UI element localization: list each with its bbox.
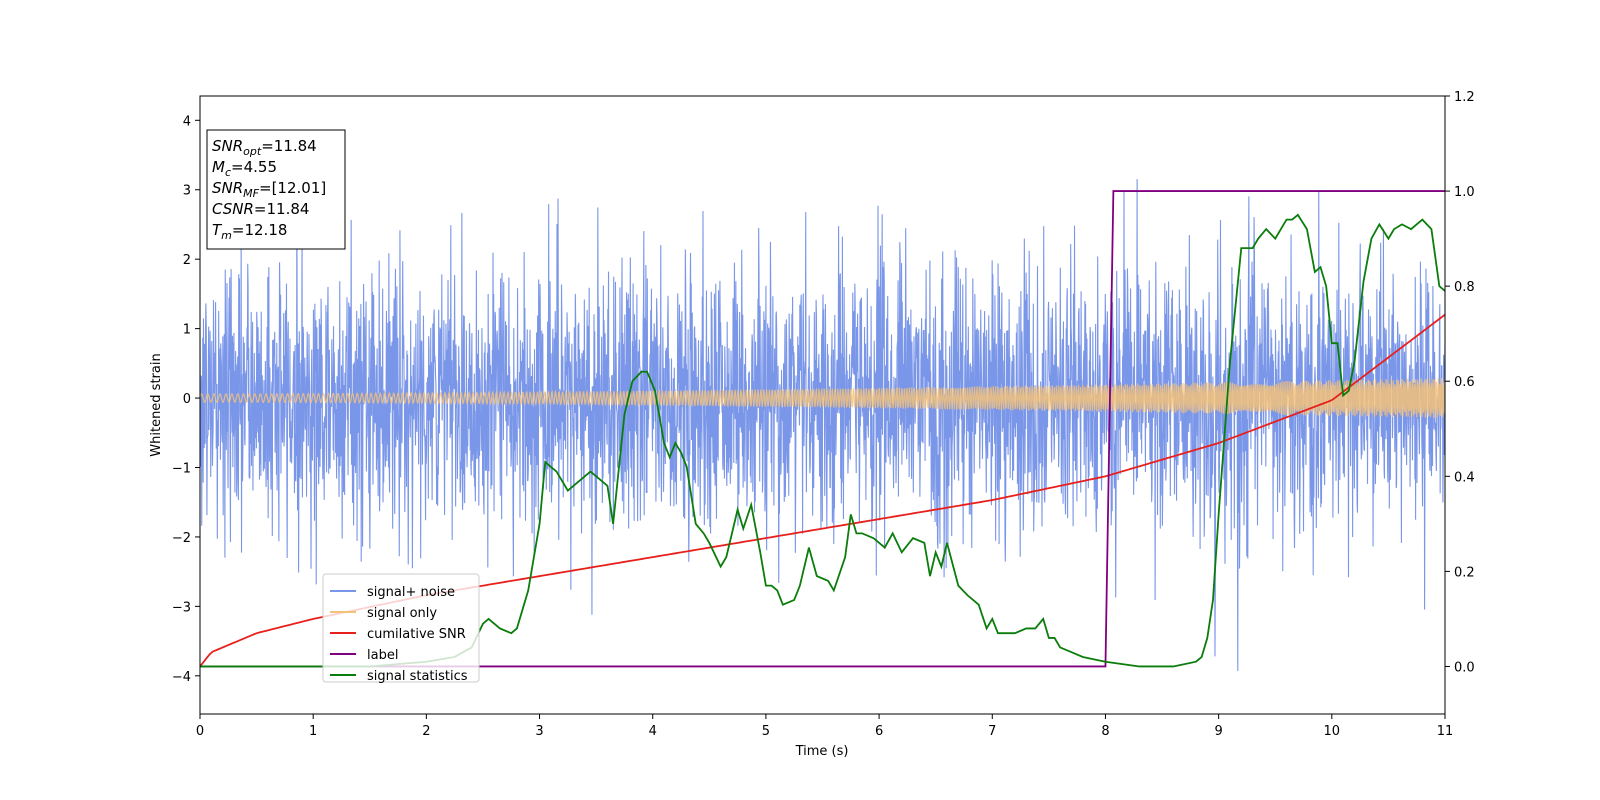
metric-line: SNRMF=[12.01] [212, 179, 326, 200]
metric-name: SNR [212, 137, 243, 155]
y-tick-label: 1 [183, 323, 191, 338]
label-line [200, 190, 1445, 668]
metric-name: T [212, 221, 223, 239]
signal-noise-layer [200, 179, 1445, 672]
x-tick-label: 0 [196, 724, 204, 739]
y2-tick-label: 0.4 [1454, 470, 1475, 485]
legend-label: signal statistics [367, 669, 468, 684]
metric-subscript: opt [243, 145, 262, 158]
legend-label: signal only [367, 606, 437, 621]
metric-value: =[12.01] [259, 179, 326, 197]
x-tick-label: 3 [535, 724, 543, 739]
x-tick-label: 1 [309, 724, 317, 739]
metric-value: =4.55 [231, 158, 277, 176]
metric-line: Mc=4.55 [212, 158, 277, 179]
signal-noise-line [200, 179, 1445, 672]
metric-name: SNR [212, 179, 243, 197]
y2-tick-label: 1.2 [1454, 90, 1475, 105]
y2-tick-label: 0.8 [1454, 280, 1475, 295]
y2-tick-label: 0.0 [1454, 660, 1475, 675]
y-tick-label: 4 [183, 114, 191, 129]
x-tick-label: 9 [1214, 724, 1222, 739]
metric-name: CSNR [212, 200, 254, 218]
y2-tick-label: 1.0 [1454, 185, 1475, 200]
signal-statistics-line [200, 213, 1445, 668]
x-tick-label: 6 [875, 724, 883, 739]
y-tick-label: 3 [183, 184, 191, 199]
y-axis-ticks: 4 3 2 1 0 −1 −2 −3 −4 [172, 114, 200, 685]
y2-tick-label: 0.2 [1454, 565, 1475, 580]
x-tick-label: 4 [649, 724, 657, 739]
legend-frame [322, 573, 480, 683]
legend-label: signal+ noise [367, 585, 455, 600]
metric-line: SNRopt=11.84 [212, 137, 317, 158]
y-tick-label: 2 [183, 253, 191, 268]
metric-name: M [212, 158, 225, 176]
x-tick-label: 5 [762, 724, 770, 739]
metric-subscript: c [225, 166, 231, 179]
metric-subscript: m [221, 229, 232, 242]
legend-label: label [367, 648, 398, 663]
legend-label: cumilative SNR [367, 627, 466, 642]
y-axis-label: Whitened strain [149, 353, 164, 456]
signal-only-layer [200, 378, 1445, 418]
metric-subscript: MF [243, 187, 259, 200]
metrics-box-frame [206, 129, 346, 250]
metrics-box: SNRopt=11.84Mc=4.55SNRMF=[12.01]CSNR=11.… [206, 129, 346, 250]
metric-line: CSNR=11.84 [212, 200, 309, 218]
x-tick-label: 7 [988, 724, 996, 739]
y-tick-label: −2 [172, 531, 191, 546]
secondary-y-axis-ticks: 1.2 1.0 0.8 0.6 0.4 0.2 0.0 [1445, 90, 1475, 675]
y-tick-label: −4 [172, 670, 191, 685]
signal-only-line [200, 378, 1445, 418]
x-tick-label: 11 [1437, 724, 1454, 739]
legend: signal+ noise signal only cumilative SNR la… [322, 573, 480, 684]
y-tick-label: −1 [172, 461, 191, 476]
x-tick-label: 2 [422, 724, 430, 739]
metric-line: Tm=12.18 [212, 221, 287, 242]
y-tick-label: −3 [172, 600, 191, 615]
metric-value: =12.18 [232, 221, 288, 239]
x-axis-ticks: 0 1 2 3 4 5 6 7 8 9 10 11 [196, 714, 1453, 739]
axes-frame [199, 95, 1446, 715]
metric-value: =11.84 [254, 200, 310, 218]
x-tick-label: 10 [1324, 724, 1341, 739]
metric-value: =11.84 [261, 137, 317, 155]
x-tick-label: 8 [1101, 724, 1109, 739]
y2-tick-label: 0.6 [1454, 375, 1475, 390]
y-tick-label: 0 [183, 392, 191, 407]
x-axis-label: Time (s) [795, 744, 849, 759]
